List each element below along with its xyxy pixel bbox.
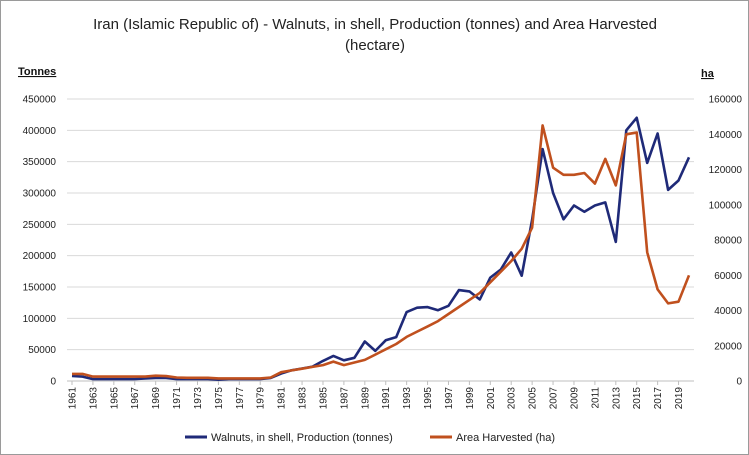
x-tick-label: 2015 <box>632 387 643 410</box>
x-tick-label: 2003 <box>507 387 518 410</box>
chart-title: Iran (Islamic Republic of) - Walnuts, in… <box>30 14 720 56</box>
x-tick-label: 1989 <box>360 387 371 410</box>
x-tick-label: 1997 <box>444 387 455 410</box>
x-tick-label: 1971 <box>172 387 183 410</box>
x-tick-label: 1977 <box>235 387 246 410</box>
x-tick-label: 2019 <box>674 387 685 410</box>
x-tick-label: 1967 <box>130 387 141 410</box>
gridlines <box>67 98 694 351</box>
right-tick-label: 40000 <box>714 306 742 317</box>
series-line-area-harvested <box>72 124 691 380</box>
right-tick-label: 140000 <box>709 130 743 141</box>
right-tick-label: 60000 <box>714 271 742 282</box>
left-axis-unit-label: Tonnes <box>18 66 56 78</box>
legend-label: Area Harvested (ha) <box>456 432 555 444</box>
x-tick-label: 2017 <box>653 387 664 410</box>
chart-title-line-1: Iran (Islamic Republic of) - Walnuts, in… <box>93 16 657 33</box>
left-tick-label: 50000 <box>28 345 56 356</box>
x-tick-label: 2013 <box>611 387 622 410</box>
chart-title-line-2: (hectare) <box>344 37 406 54</box>
x-axis-ticks: 1961 1963 1965 1967 1969 1971 1973 1975 1977 1979… <box>68 381 685 410</box>
x-tick-label: 1979 <box>256 387 267 410</box>
left-tick-label: 200000 <box>23 251 57 262</box>
right-tick-label: 100000 <box>709 200 743 211</box>
series-lines <box>71 116 691 382</box>
x-tick-label: 1985 <box>318 387 329 410</box>
left-tick-label: 350000 <box>23 157 57 168</box>
x-tick-label: 1973 <box>193 387 204 410</box>
right-axis-unit-label: ha <box>701 68 715 80</box>
x-tick-label: 1983 <box>298 387 309 410</box>
left-tick-label: 450000 <box>23 95 57 106</box>
right-tick-label: 20000 <box>714 341 742 352</box>
x-tick-label: 1993 <box>402 387 413 410</box>
series-line-production <box>71 116 691 382</box>
legend: Walnuts, in shell, Production (tonnes) Ar… <box>185 432 555 444</box>
left-tick-label: 150000 <box>23 283 57 294</box>
x-tick-label: 1975 <box>214 387 225 410</box>
right-tick-label: 160000 <box>709 95 743 106</box>
right-tick-label: 0 <box>736 377 742 388</box>
x-tick-label: 1999 <box>465 387 476 410</box>
x-tick-label: 1995 <box>423 387 434 410</box>
x-tick-label: 1981 <box>277 387 288 410</box>
x-tick-label: 1987 <box>339 387 350 410</box>
left-tick-label: 250000 <box>23 220 57 231</box>
right-axis-ticks: 0 20000 40000 60000 80000 100000 120000 140000 1… <box>709 95 743 388</box>
right-tick-label: 120000 <box>709 165 743 176</box>
x-tick-label: 1961 <box>68 387 79 410</box>
left-tick-label: 0 <box>50 377 56 388</box>
left-tick-label: 100000 <box>23 314 57 325</box>
x-tick-label: 1969 <box>151 387 162 410</box>
x-tick-label: 2007 <box>549 387 560 410</box>
left-tick-label: 300000 <box>23 189 57 200</box>
right-tick-label: 80000 <box>714 236 742 247</box>
left-axis-ticks: 0 50000 100000 150000 200000 250000 300000 3500… <box>23 95 57 388</box>
left-tick-label: 400000 <box>23 126 57 137</box>
x-tick-label: 1963 <box>88 387 99 410</box>
legend-label: Walnuts, in shell, Production (tonnes) <box>211 432 393 444</box>
x-tick-label: 2009 <box>569 387 580 410</box>
x-tick-label: 2005 <box>528 387 539 410</box>
x-tick-label: 2011 <box>590 387 601 409</box>
x-tick-label: 1965 <box>109 387 120 410</box>
x-tick-label: 1991 <box>381 387 392 410</box>
x-tick-label: 2001 <box>486 387 497 410</box>
